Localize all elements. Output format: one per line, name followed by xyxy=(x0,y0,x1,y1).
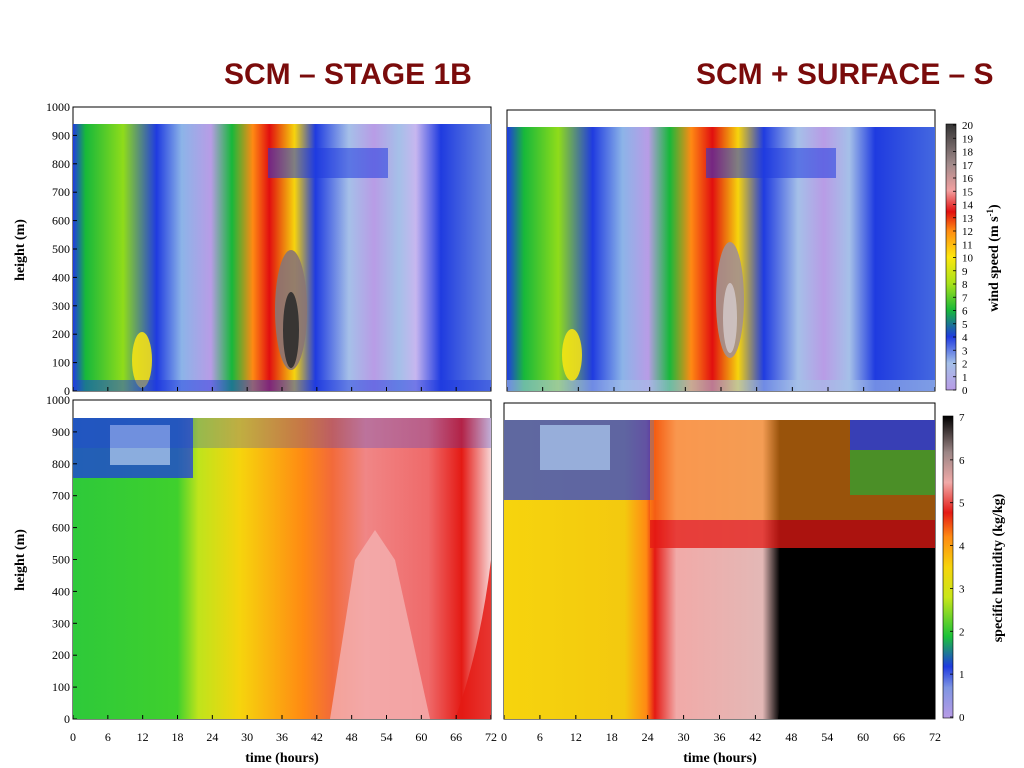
bottom-left-y-tick-label: 600 xyxy=(52,521,70,535)
bottom-left-x-tick-label: 54 xyxy=(381,730,393,744)
bottom-left-x-tick-label: 6 xyxy=(105,730,111,744)
humidity-colorbar-tick-label: 3 xyxy=(959,583,965,595)
bottom-left-y-tick-label: 1000 xyxy=(46,393,70,407)
humidity-moist-plume xyxy=(330,530,430,719)
wind-colorbar-tick-label: 17 xyxy=(962,160,974,172)
wind-colorbar xyxy=(945,123,957,391)
humidity-colorbar-tick-label: 6 xyxy=(959,455,965,467)
wind-colorbar-tick-label: 9 xyxy=(962,266,968,278)
bottom-right-x-tick-label: 6 xyxy=(537,730,543,744)
humidity-colorbar-tick-label: 7 xyxy=(959,412,965,424)
top-left-y-tick-label: 800 xyxy=(52,157,70,171)
wind-upper-band xyxy=(706,148,836,178)
bottom-left-y-tick-label: 400 xyxy=(52,584,70,598)
wind-colorbar-tick-label: 13 xyxy=(962,213,974,225)
wind-colorbar-tick-label: 14 xyxy=(962,200,974,212)
bottom-left-x-tick-label: 12 xyxy=(137,730,149,744)
wind-colorbar-tick-label: 10 xyxy=(962,253,974,265)
top-left-y-tick-label: 0 xyxy=(64,384,70,398)
left-panel-title: SCM – STAGE 1B xyxy=(224,58,472,91)
wind-colorbar-tick-label: 12 xyxy=(962,226,973,238)
top-left-y-tick-label: 100 xyxy=(52,356,70,370)
bottom-right-x-tick-label: 0 xyxy=(501,730,507,744)
bottom-right-x-tick-label: 54 xyxy=(821,730,833,744)
bottom-left-x-label: time (hours) xyxy=(245,751,319,766)
wind-upper-band xyxy=(268,148,388,178)
wind-colorbar-tick-label: 15 xyxy=(962,186,974,198)
wind-colorbar-tick-label: 6 xyxy=(962,306,968,318)
wind-colorbar-tick-label: 3 xyxy=(962,345,968,357)
wind-colorbar-tick-label: 20 xyxy=(962,120,974,132)
bottom-right-x-tick-label: 30 xyxy=(678,730,690,744)
bottom-left-x-tick-label: 48 xyxy=(346,730,358,744)
bottom-left-y-tick-label: 0 xyxy=(64,712,70,726)
humidity-colorbar-tick-label: 4 xyxy=(959,541,965,553)
right-panel-title: SCM + SURFACE – S xyxy=(696,58,994,91)
bottom-left-y-tick-label: 700 xyxy=(52,489,70,503)
humidity-colorbar-label: specific humidity (kg/kg) xyxy=(991,493,1006,642)
humidity-colorbar-tick-label: 1 xyxy=(959,669,965,681)
humidity-saturated-region xyxy=(778,565,935,719)
top-left-y-tick-label: 200 xyxy=(52,327,70,341)
top-left-y-tick-label: 400 xyxy=(52,270,70,284)
bottom-left-y-label: height (m) xyxy=(13,529,28,591)
humidity-panel-stage-1b: 0 100 200 300 400 500 600 700 800 900 1000 0 6 12 18 2… xyxy=(13,393,497,766)
wind-colorbar-tick-label: 1 xyxy=(962,372,968,384)
bottom-left-x-tick-label: 72 xyxy=(485,730,497,744)
top-left-y-tick-label: 300 xyxy=(52,299,70,313)
wind-colorbar-tick-label: 16 xyxy=(962,173,974,185)
wind-colorbar-tick-label: 19 xyxy=(962,133,974,145)
wind-colorbar-tick-label: 0 xyxy=(962,385,968,397)
bottom-left-y-tick-label: 100 xyxy=(52,680,70,694)
bottom-right-x-tick-label: 60 xyxy=(857,730,869,744)
bottom-left-x-tick-label: 30 xyxy=(241,730,253,744)
bottom-right-x-tick-label: 18 xyxy=(606,730,618,744)
top-left-y-tick-label: 700 xyxy=(52,185,70,199)
wind-speed-panel-stage-1b: 0 100 200 300 400 500 600 700 800 900 1000 height … xyxy=(13,100,492,398)
bottom-left-y-tick-label: 200 xyxy=(52,648,70,662)
wind-colorbar-tick-label: 7 xyxy=(962,292,968,304)
top-left-y-tick-label: 500 xyxy=(52,242,70,256)
bottom-left-y-tick-label: 300 xyxy=(52,616,70,630)
bottom-left-x-tick-label: 66 xyxy=(450,730,462,744)
bottom-right-x-tick-label: 66 xyxy=(893,730,905,744)
wind-colorbar-label: wind speed (m s-1) xyxy=(985,204,1002,312)
bottom-left-x-tick-label: 36 xyxy=(276,730,288,744)
bottom-right-x-tick-label: 42 xyxy=(749,730,761,744)
humidity-colorbar xyxy=(942,415,954,719)
top-left-y-tick-label: 600 xyxy=(52,214,70,228)
wind-colorbar-tick-label: 4 xyxy=(962,332,968,344)
top-left-y-tick-label: 900 xyxy=(52,128,70,142)
wind-colorbar-tick-label: 8 xyxy=(962,279,968,291)
bottom-right-x-tick-label: 48 xyxy=(785,730,797,744)
humidity-colorbar-tick-label: 0 xyxy=(959,712,965,724)
wind-low-level-max xyxy=(132,332,152,388)
bottom-left-x-tick-label: 0 xyxy=(70,730,76,744)
bottom-left-y-tick-label: 900 xyxy=(52,425,70,439)
bottom-left-y-tick-label: 800 xyxy=(52,457,70,471)
humidity-colorbar-tick-label: 2 xyxy=(959,626,965,638)
bottom-right-x-tick-label: 72 xyxy=(929,730,941,744)
top-left-y-label: height (m) xyxy=(13,219,28,281)
bottom-right-x-tick-label: 12 xyxy=(570,730,582,744)
wind-colorbar-tick-label: 18 xyxy=(962,147,974,159)
top-left-y-tick-label: 1000 xyxy=(46,100,70,114)
bottom-left-y-tick-label: 500 xyxy=(52,553,70,567)
bottom-left-x-tick-label: 60 xyxy=(415,730,427,744)
bottom-left-x-tick-label: 42 xyxy=(311,730,323,744)
bottom-left-x-tick-label: 18 xyxy=(172,730,184,744)
bottom-right-x-tick-label: 24 xyxy=(642,730,654,744)
bottom-left-x-tick-label: 24 xyxy=(206,730,218,744)
humidity-colorbar-tick-label: 5 xyxy=(959,498,965,510)
wind-colorbar-tick-label: 11 xyxy=(962,239,973,251)
wind-colorbar-tick-label: 5 xyxy=(962,319,968,331)
bottom-right-x-tick-label: 36 xyxy=(714,730,726,744)
wind-colorbar-tick-label: 2 xyxy=(962,359,968,371)
bottom-right-x-label: time (hours) xyxy=(683,751,757,766)
wind-low-level-max xyxy=(562,329,582,381)
